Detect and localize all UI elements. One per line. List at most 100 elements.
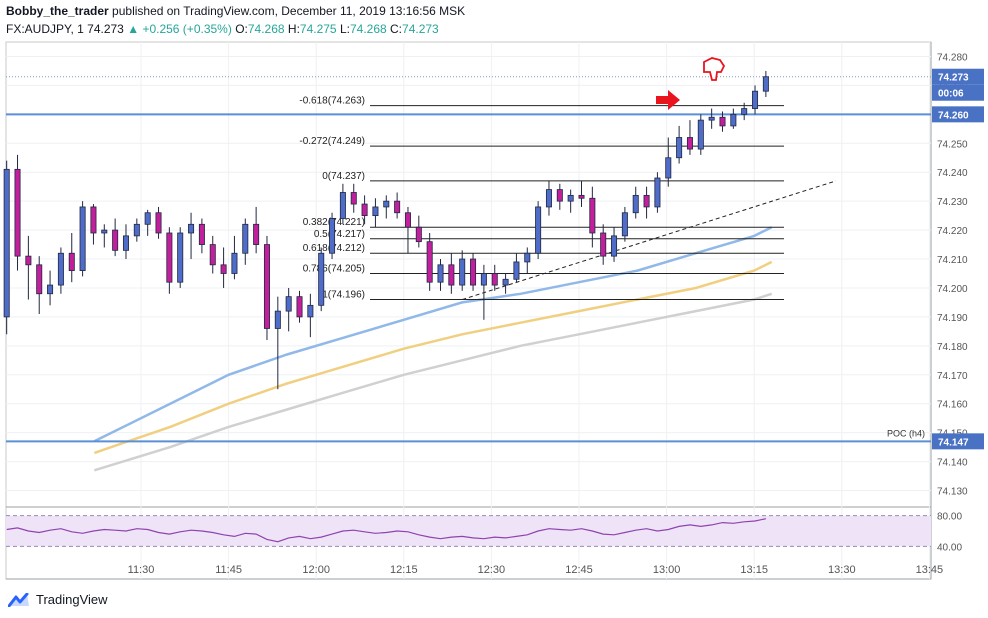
close-label: C: [390,22,403,36]
up-triangle-icon: ▲ [127,22,140,36]
candle-body [459,258,466,286]
candle-body [676,137,683,159]
candle-body [545,189,552,208]
poc-price-tag: 74.147 [938,437,969,448]
tradingview-logo[interactable]: TradingView [8,592,108,607]
fib-level-label: -0.618(74.263) [299,96,365,107]
candle-body [372,206,379,217]
candle-body [14,168,21,257]
candle-body [188,223,195,234]
fib-level-label: 0.5(74.217) [314,229,365,240]
candle-body [762,76,769,92]
last-price-tag-bg [932,68,984,85]
candle-body [708,116,715,121]
fib-level-label: 0.786(74.205) [303,264,365,275]
candle-body [556,189,563,202]
candle-body [166,232,173,283]
time-tick-label: 12:00 [302,564,330,576]
candle-body [253,223,260,245]
time-tick-label: 12:15 [390,564,418,576]
price-tick-label: 74.170 [937,371,968,382]
price-tick-label: 74.250 [937,139,968,150]
candle-body [329,218,336,254]
time-tick-label: 13:30 [828,564,856,576]
price-change: +0.256 (+0.35%) [142,22,232,36]
candle-body [600,232,607,257]
candle-body [361,203,368,217]
candle-body [296,296,303,318]
candle-body [307,304,314,318]
candle-body [383,200,390,208]
last-price-tag: 74.273 [938,73,969,84]
moving-average-line [93,260,773,455]
candle-body [480,273,487,286]
rsi-band [6,515,931,547]
candle-body [578,194,585,199]
candle-body [47,284,54,295]
price-tick-label: 74.140 [937,458,968,469]
candle-body [589,197,596,234]
time-tick-label: 13:00 [653,564,681,576]
price-tick-label: 74.280 [937,52,968,63]
open-value: 74.268 [247,22,285,36]
candle-body [535,206,542,254]
arrow-annotation-icon [656,90,680,110]
candle-body [318,252,325,306]
candle-body [665,157,672,179]
candle-body [470,258,477,286]
candle-body [144,212,151,225]
candle-body [220,264,227,274]
high-value: 74.275 [299,22,337,36]
candle-body [654,177,661,208]
candle-body [209,244,216,266]
candle-body [643,194,650,208]
thumbs-down-icon [703,57,726,81]
publish-text: published on TradingView.com, December 1… [112,4,466,18]
price-tick-label: 74.220 [937,226,968,237]
fib-level-label: -0.272(74.249) [299,136,365,147]
candle-body [155,212,162,234]
price-tick-label: 74.210 [937,255,968,266]
author-name: Bobby_the_trader [6,4,109,18]
candle-body [513,261,520,280]
trend-line [462,180,837,301]
publish-info: Bobby_the_trader published on TradingVie… [6,4,465,18]
plot-frame [5,41,932,580]
symbol-name: FX:AUDJPY, 1 [6,22,84,36]
candle-body [621,212,628,237]
price-tick-label: 74.190 [937,313,968,324]
level-price-tag-bg [932,106,984,123]
countdown-tag-bg [932,84,984,101]
price-tick-label: 74.160 [937,400,968,411]
low-value: 74.268 [349,22,387,36]
candle-body [90,206,97,234]
candle-body [112,229,119,251]
countdown-tag: 00:06 [938,89,964,100]
poc-price-tag-bg [932,433,984,450]
candle-body [752,90,759,109]
rsi-upper-label: 80.00 [937,512,962,523]
symbol-info: FX:AUDJPY, 1 74.273 ▲ +0.256 (+0.35%) O:… [6,22,439,36]
candle-body [524,252,531,263]
low-label: L: [339,22,350,36]
rsi-lower-label: 40.00 [937,542,962,553]
candle-body [567,194,574,202]
candle-body [404,212,411,228]
candle-body [263,244,270,329]
candle-body [285,296,292,312]
high-label: H: [287,22,300,36]
candle-body [198,223,205,245]
candle-body [122,235,129,251]
candle-body [686,137,693,150]
candle-body [36,264,43,295]
candle-body [3,168,10,318]
candle-body [491,273,498,286]
moving-average-line [93,292,773,472]
candle-body [339,192,346,219]
candle-body [394,200,401,214]
candle-body [741,108,748,115]
candle-body [242,223,249,254]
candle-body [730,113,737,127]
candle-body [350,192,357,205]
